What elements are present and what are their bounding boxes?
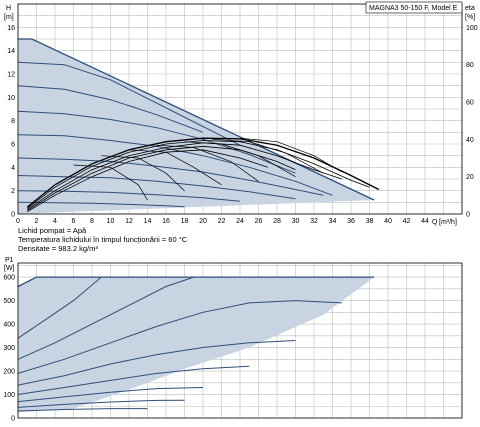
power-ytick-label: 0 (11, 416, 15, 423)
head-xtick-label: 12 (125, 218, 133, 225)
efficiency-curve-1 (27, 140, 370, 209)
power-curve-6 (17, 387, 204, 403)
head-xtick-label: 20 (199, 218, 207, 225)
efficiency-curve-4 (27, 149, 268, 213)
head-ytick-label: 4 (11, 165, 15, 172)
head-xtick-label: 0 (16, 218, 20, 225)
model-box (365, 1, 463, 14)
head-xtick-label: 42 (403, 218, 411, 225)
head-xtick-label: 24 (236, 218, 244, 225)
head-xtick-label: 6 (72, 218, 76, 225)
power-ticks: 0 100 200 300 400 500 600 (3, 275, 15, 423)
model-name: MAGNA3 50-150 F, Model E (369, 5, 458, 12)
head-ytick-label: 0 (11, 212, 15, 219)
power-curves (17, 276, 375, 412)
head-curve-2 (17, 85, 204, 133)
head-xtick-label: 30 (292, 218, 300, 225)
eta-tick-label: 100 (466, 25, 478, 32)
power-curve-1 (17, 276, 102, 339)
head-xtick-label: 8 (90, 218, 94, 225)
info-density: Densitate = 983.2 kg/m³ (18, 244, 98, 253)
head-ytick-label: 2 (11, 188, 15, 195)
power-envelope (18, 277, 375, 413)
eta-tick-label: 0 (466, 212, 470, 219)
power-curve-5 (17, 365, 250, 395)
head-xlabel-unit: [m³/h] (439, 219, 457, 226)
head-ylabel-unit: [m] (4, 14, 14, 21)
power-curve-0 (17, 276, 375, 288)
head-xtick-label: 32 (310, 218, 318, 225)
head-xtick-label: 10 (107, 218, 115, 225)
head-envelope (18, 39, 375, 214)
power-chart: 0 100 200 300 400 500 600 P1 [W] (3, 257, 463, 423)
head-curve-5 (17, 157, 324, 196)
power-axes (17, 262, 463, 419)
eta-tick-label: 40 (466, 137, 474, 144)
info-temperature: Temperatura lichidului în timpul funcțio… (18, 235, 188, 244)
head-curve-8 (17, 201, 185, 208)
head-chart: 0 2 4 6 8 10 12 14 16 18 20 22 24 26 28 30 32 34 36 38 40 42 4… (4, 1, 478, 226)
head-ytick-label: 8 (11, 118, 15, 125)
head-frame (17, 3, 463, 215)
eta-tick-label: 60 (466, 100, 474, 107)
head-xtick-label: 2 (35, 218, 39, 225)
head-xtick-label: 44 (421, 218, 429, 225)
head-xlabel: Q (432, 219, 438, 226)
power-ytick-label: 300 (3, 345, 15, 352)
power-curve-4 (17, 340, 296, 386)
power-curve-3 (17, 300, 342, 374)
head-ytick-label: 16 (7, 25, 15, 32)
head-ylabel: H (6, 5, 11, 12)
head-xtick-label: 40 (384, 218, 392, 225)
head-curve-1 (17, 61, 241, 146)
efficiency-curve-0 (26, 137, 380, 208)
speed-drop-curve-1 (101, 155, 185, 191)
head-xtick-label: 18 (181, 218, 189, 225)
power-ylabel-unit: [W] (4, 265, 15, 272)
head-ytick-label: 12 (7, 72, 15, 79)
head-xtick-label: 34 (329, 218, 337, 225)
power-ytick-label: 400 (3, 322, 15, 329)
head-ytick-label: 14 (7, 48, 15, 55)
head-axes (17, 3, 463, 215)
head-xtick-label: 38 (366, 218, 374, 225)
power-ytick-label: 500 (3, 298, 15, 305)
power-ylabel: P1 (5, 257, 14, 264)
head-curve-3 (17, 110, 296, 174)
efficiency-curve-3 (27, 145, 296, 211)
head-ytick-label: 10 (7, 95, 15, 102)
power-ytick-label: 100 (3, 392, 15, 399)
head-xtick-label: 22 (218, 218, 226, 225)
head-xtick-label: 28 (273, 218, 281, 225)
head-curve-6 (17, 175, 296, 200)
head-ytick-label: 6 (11, 142, 15, 149)
head-xtick-label: 14 (144, 218, 152, 225)
eta-tick-label: 20 (466, 174, 474, 181)
power-ytick-label: 200 (3, 369, 15, 376)
eta-label-unit: [%] (465, 14, 475, 21)
head-xtick-label: 16 (162, 218, 170, 225)
head-xtick-label: 4 (53, 218, 57, 225)
efficiency-curve-2 (27, 142, 342, 210)
head-xtick-label: 36 (347, 218, 355, 225)
eta-label: eta (465, 5, 475, 12)
head-ticks: 0 2 4 6 8 10 12 14 16 18 20 22 24 26 28 30 32 34 36 38 40 42 4… (7, 25, 478, 225)
head-xtick-label: 26 (255, 218, 263, 225)
power-frame (17, 262, 463, 419)
power-envelope-area (18, 277, 375, 413)
speed-drop-curve-6 (239, 137, 342, 173)
efficiency-curves (26, 137, 380, 213)
power-curve-2 (17, 276, 194, 360)
power-curve-7 (17, 399, 185, 408)
eta-tick-label: 80 (466, 62, 474, 69)
power-curve-8 (17, 408, 148, 412)
power-ytick-label: 600 (3, 275, 15, 282)
head-envelope-area (18, 39, 375, 214)
speed-drop-curve-2 (128, 149, 222, 186)
head-curve-7 (17, 190, 241, 202)
info-fluid: Lichid pompat = Apă (18, 226, 87, 235)
